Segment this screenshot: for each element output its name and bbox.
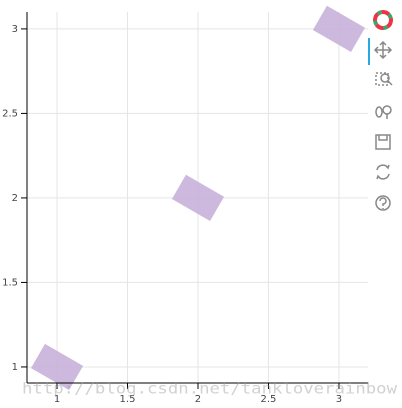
rect-marker [30,343,84,391]
x-tick-label: 1 [54,394,60,405]
y-tick-label: 2 [12,193,18,204]
help-tool[interactable] [375,195,391,211]
box-zoom-tool[interactable] [375,72,393,86]
y-tick-label: 1 [12,362,18,373]
watermark: http://blog.csdn.net/tankloverainbow [22,380,398,398]
x-tick-label: 3 [336,394,342,405]
bokeh-logo[interactable] [373,10,393,30]
x-tick-label: 2 [195,394,201,405]
x-tick-label: 2.5 [261,394,277,405]
y-tick-label: 3 [12,24,18,35]
pan-tool[interactable] [373,40,393,60]
active-indicator [368,38,370,65]
x-tick-label: 1.5 [120,394,136,405]
rect-marker [171,174,225,222]
reset-tool[interactable] [376,164,390,180]
wheel-zoom-tool[interactable] [375,105,392,119]
save-tool[interactable] [375,134,391,150]
y-tick-label: 2.5 [2,108,18,119]
y-tick-label: 1.5 [2,277,18,288]
rect-marker [312,5,366,53]
toolbar [368,10,393,211]
